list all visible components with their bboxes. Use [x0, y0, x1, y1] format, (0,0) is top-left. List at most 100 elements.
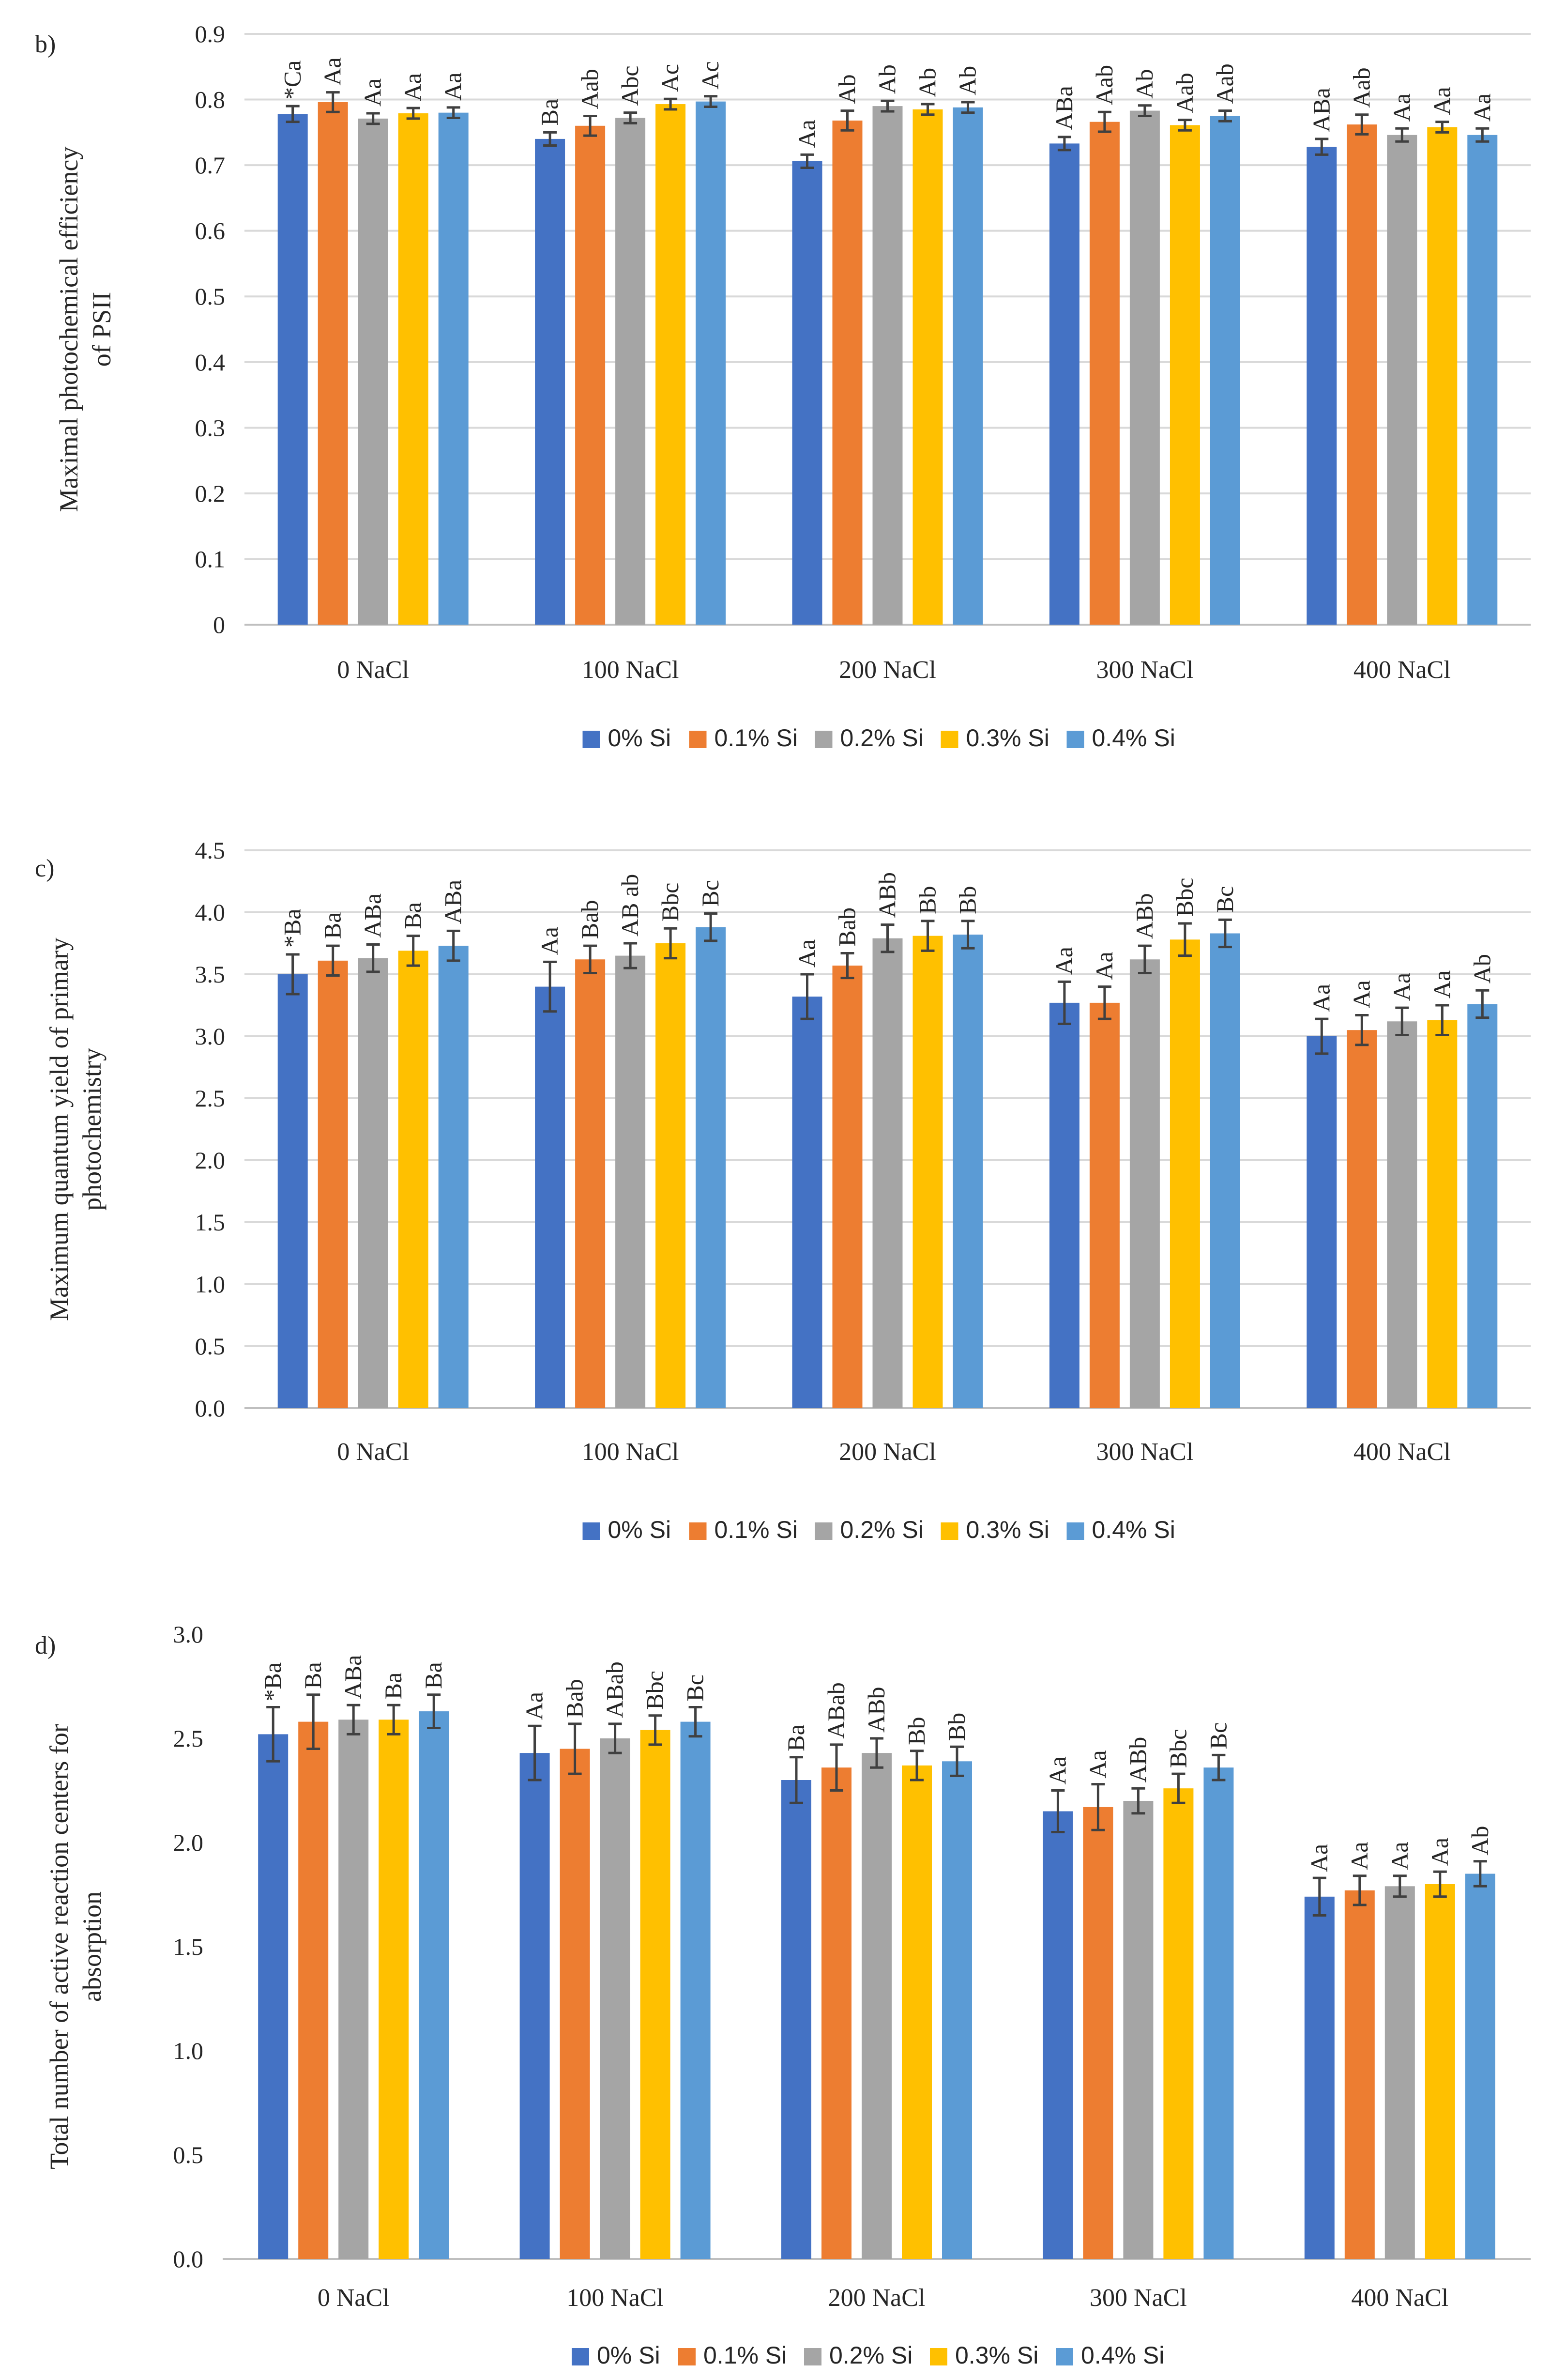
bar [1123, 1801, 1154, 2259]
x-category-label: 400 NaCl [1353, 656, 1451, 684]
chart-panel-b: b) 0 0.1 0.2 0.3 0.4 0.5 0.6 0.7 0.8 0.9 Maximal ph… [35, 20, 1531, 752]
data-label: ABa [1308, 88, 1335, 132]
legend: 0% Si 0.1% Si 0.2% Si 0.3% Si 0.4% Si [582, 1516, 1175, 1543]
data-label: *Ca [279, 61, 306, 100]
x-category-label: 200 NaCl [839, 656, 936, 684]
bar [600, 1738, 630, 2259]
bar [398, 113, 428, 625]
x-category-label: 0 NaCl [337, 1438, 409, 1466]
bar [1384, 1886, 1415, 2259]
data-label: ABa [339, 1655, 366, 1700]
data-label: AB ab [616, 874, 643, 937]
data-label: Aab [1171, 73, 1198, 113]
data-label: Aab [1091, 65, 1118, 105]
bar [1083, 1807, 1113, 2259]
bar [519, 1753, 550, 2259]
bar [575, 125, 606, 625]
data-label: Aa [359, 78, 386, 107]
data-label: Ba [380, 1673, 407, 1700]
bar [1467, 135, 1498, 625]
data-label: Aa [1044, 1756, 1071, 1784]
legend-label: 0.1% Si [703, 2342, 787, 2369]
bar [379, 1720, 409, 2259]
data-label: Bb [914, 886, 941, 914]
data-label: Aa [1388, 93, 1415, 122]
bar [942, 1761, 972, 2259]
data-label: Bc [682, 1674, 709, 1702]
bar [1427, 127, 1458, 625]
data-label: Aa [1428, 87, 1455, 115]
bar [258, 1734, 289, 2259]
panel-label: b) [35, 31, 56, 58]
bar [696, 101, 726, 625]
x-category-label: 300 NaCl [1096, 656, 1194, 684]
bar [438, 112, 469, 625]
data-label: Ab [1466, 1826, 1493, 1856]
bar [575, 959, 606, 1408]
y-axis-label: Maximal photochemical efficiency [54, 147, 83, 512]
data-label: Bbc [641, 1671, 669, 1710]
y-tick-label: 0.4 [195, 349, 226, 376]
data-label: Ab [914, 68, 941, 97]
data-label: Aa [1091, 952, 1118, 980]
data-label: Bc [1204, 1722, 1232, 1750]
data-label: ABb [874, 872, 901, 918]
data-label: Aa [319, 57, 346, 85]
bar [1210, 933, 1240, 1408]
data-label: Aa [1428, 970, 1455, 998]
y-tick-label: 0.1 [195, 545, 226, 572]
data-label: Ac [697, 61, 724, 89]
bar [1170, 125, 1200, 625]
data-label: Bbc [1164, 1729, 1191, 1768]
data-label: Bb [954, 886, 981, 914]
data-label: Aa [793, 939, 821, 967]
y-tick-label: 0.0 [195, 1395, 226, 1422]
data-label: Bab [561, 1679, 588, 1718]
y-tick-label: 0.5 [195, 283, 226, 310]
legend-label: 0.4% Si [1081, 2342, 1164, 2369]
bar [912, 109, 943, 625]
data-label: Aa [1388, 973, 1415, 1001]
data-label: Aa [1346, 1842, 1373, 1870]
data-label: Bb [943, 1713, 970, 1741]
legend-swatch [815, 731, 833, 748]
data-label: Aa [536, 927, 563, 955]
x-category-label: 200 NaCl [828, 2284, 926, 2312]
y-tick-label: 2.5 [173, 1725, 204, 1752]
bar [1344, 1890, 1375, 2259]
x-category-label: 200 NaCl [839, 1438, 936, 1466]
y-tick-label: 0.6 [195, 217, 226, 245]
bar [832, 120, 863, 625]
y-tick-label: 0.9 [195, 20, 226, 47]
bar [1347, 1030, 1377, 1408]
bar [781, 1780, 811, 2259]
data-label: Aab [576, 69, 603, 109]
bar [1387, 135, 1417, 625]
y-tick-label: 2.0 [173, 1829, 204, 1856]
data-label: ABb [1131, 893, 1158, 939]
bar [655, 943, 686, 1408]
bar [1129, 959, 1160, 1408]
bar [277, 974, 308, 1408]
legend-label: 0.2% Si [840, 724, 924, 752]
data-label: Ab [834, 74, 861, 104]
x-category-label: 400 NaCl [1351, 2284, 1448, 2312]
data-label: Bab [834, 907, 861, 947]
data-label: Aa [1306, 1844, 1333, 1872]
bar [832, 966, 863, 1408]
data-label: Ab [1131, 69, 1158, 99]
x-category-label: 400 NaCl [1353, 1438, 1451, 1466]
bar [1467, 1004, 1498, 1408]
data-label: Bc [1211, 886, 1238, 913]
bar [792, 997, 822, 1408]
legend-label: 0% Si [608, 724, 671, 752]
data-label: Ab [1468, 954, 1495, 983]
legend-swatch [941, 731, 958, 748]
bar [912, 936, 943, 1408]
y-tick-label: 0.8 [195, 86, 226, 113]
data-label: Ba [782, 1724, 809, 1751]
legend-label: 0.4% Si [1092, 1516, 1175, 1543]
bar [862, 1753, 892, 2259]
data-label: ABa [440, 880, 467, 924]
bar [655, 104, 686, 625]
